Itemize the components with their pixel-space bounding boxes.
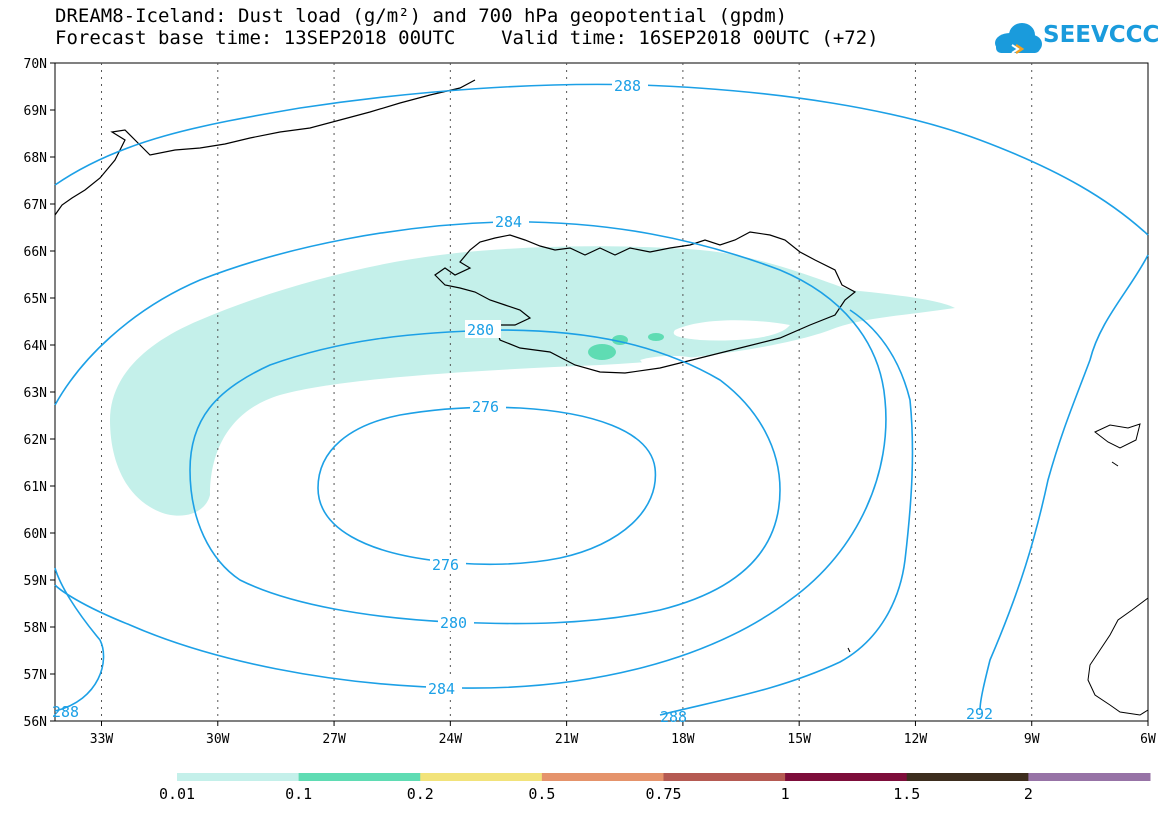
contour-label: 288 bbox=[52, 703, 79, 721]
lat-label: 68N bbox=[24, 151, 47, 166]
contour-label: 280 bbox=[467, 321, 494, 339]
lat-label: 66N bbox=[24, 245, 47, 260]
contour-288-top bbox=[54, 83, 1149, 236]
lat-label: 63N bbox=[24, 386, 47, 401]
dust-patch-mid-3 bbox=[648, 333, 664, 341]
map-title-line-1: DREAM8-Iceland: Dust load (g/m²) and 700… bbox=[55, 5, 788, 27]
lon-label: 6W bbox=[1140, 732, 1156, 747]
contour-label: 284 bbox=[428, 680, 455, 698]
lon-label: 18W bbox=[671, 732, 695, 747]
contour-label: 288 bbox=[614, 77, 641, 95]
lon-label: 30W bbox=[206, 732, 230, 747]
colorbar-label: 0.5 bbox=[528, 785, 556, 803]
colorbar-segment bbox=[1028, 773, 1151, 781]
colorbar-segment bbox=[785, 773, 908, 781]
contour-276 bbox=[317, 406, 657, 566]
contour-label: 288 bbox=[660, 708, 687, 726]
colorbar-label: 0.75 bbox=[645, 785, 682, 803]
axis-ticks: 33W 30W 27W 24W 21W 18W 15W 12W 9W 6W 70N 69N 68N 67N… bbox=[24, 57, 1156, 747]
lon-label: 12W bbox=[904, 732, 928, 747]
lat-label: 57N bbox=[24, 668, 47, 683]
dust-gap-2 bbox=[640, 355, 700, 367]
faroe-islands bbox=[847, 423, 1141, 653]
contour-label: 276 bbox=[472, 398, 499, 416]
contour-label: 276 bbox=[432, 556, 459, 574]
lat-label: 58N bbox=[24, 621, 47, 636]
lon-label: 27W bbox=[322, 732, 346, 747]
colorbar bbox=[177, 773, 1151, 781]
contour-284 bbox=[54, 221, 887, 689]
colorbar-segment bbox=[906, 773, 1029, 781]
dust-patch-mid-1 bbox=[588, 344, 616, 360]
lat-label: 70N bbox=[24, 57, 47, 72]
scotland-coastline bbox=[1087, 597, 1149, 716]
dust-area-low bbox=[110, 246, 955, 516]
contour-label: 284 bbox=[495, 213, 522, 231]
lon-label: 33W bbox=[90, 732, 114, 747]
cloud-icon bbox=[995, 23, 1042, 55]
lat-label: 67N bbox=[24, 198, 47, 213]
lat-label: 59N bbox=[24, 574, 47, 589]
lat-label: 69N bbox=[24, 104, 47, 119]
graticule bbox=[101, 63, 1033, 721]
lon-label: 9W bbox=[1024, 732, 1040, 747]
colorbar-label: 2 bbox=[1023, 785, 1033, 803]
lon-label: 24W bbox=[439, 732, 463, 747]
lat-label: 61N bbox=[24, 480, 47, 495]
colorbar-label: 0.2 bbox=[406, 785, 434, 803]
lat-label: 65N bbox=[24, 292, 47, 307]
colorbar-label: 1.5 bbox=[893, 785, 921, 803]
colorbar-label: 0.1 bbox=[285, 785, 313, 803]
colorbar-label: 1 bbox=[780, 785, 790, 803]
colorbar-segment bbox=[177, 773, 300, 781]
colorbar-segment bbox=[663, 773, 786, 781]
map-title-line-2: Forecast base time: 13SEP2018 00UTC Vali… bbox=[55, 27, 879, 49]
greenland-coastline bbox=[54, 79, 476, 216]
lat-label: 62N bbox=[24, 433, 47, 448]
logo-text: SEEVCCC bbox=[1043, 22, 1160, 48]
colorbar-label: 0.01 bbox=[158, 785, 196, 803]
dust-gap bbox=[673, 320, 790, 341]
contour-labels: 288 284 280 276 276 280 284 288 288 292 bbox=[52, 76, 993, 726]
lon-label: 15W bbox=[787, 732, 811, 747]
contour-288-west bbox=[54, 567, 105, 712]
seevccc-logo bbox=[995, 23, 1042, 55]
contour-288-south bbox=[659, 309, 914, 716]
contour-280 bbox=[189, 329, 781, 625]
lat-label: 56N bbox=[24, 715, 47, 730]
lon-label: 21W bbox=[555, 732, 579, 747]
colorbar-segment bbox=[541, 773, 664, 781]
contour-label: 280 bbox=[440, 614, 467, 632]
colorbar-segment bbox=[298, 773, 421, 781]
colorbar-segment bbox=[420, 773, 543, 781]
lat-label: 64N bbox=[24, 339, 47, 354]
lat-label: 60N bbox=[24, 527, 47, 542]
contour-label: 292 bbox=[966, 705, 993, 723]
contour-288-east bbox=[979, 254, 1149, 711]
geopotential-contours bbox=[54, 83, 1149, 716]
iceland-coastline bbox=[434, 231, 857, 374]
